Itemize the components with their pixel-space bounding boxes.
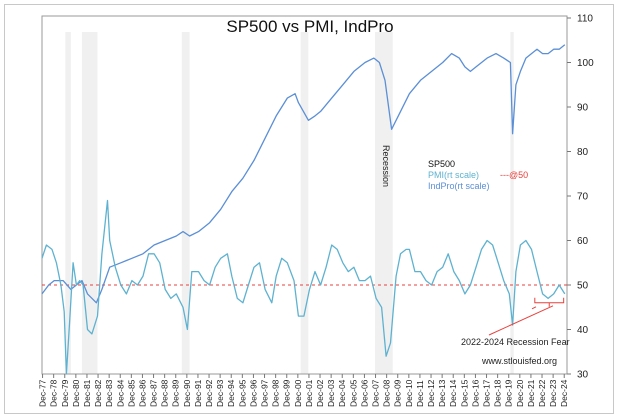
plot-area-border bbox=[41, 15, 568, 375]
series-line-pmi-rt-scale bbox=[41, 199, 566, 375]
recession-label: Recession bbox=[381, 145, 391, 187]
x-axis-tick-label: Dec-84 bbox=[115, 379, 125, 407]
recession-band bbox=[65, 32, 71, 374]
x-axis-tick-label: Dec-98 bbox=[271, 379, 281, 407]
x-axis-tick-label: Dec-96 bbox=[248, 379, 258, 407]
right-axis-tick-label: 100 bbox=[577, 58, 594, 69]
x-axis-tick-label: Dec-09 bbox=[393, 379, 403, 407]
x-axis-tick-label: Dec-19 bbox=[504, 379, 514, 407]
x-axis-tick-label: Dec-01 bbox=[304, 379, 314, 407]
chart-title: SP500 vs PMI, IndPro bbox=[226, 17, 393, 36]
recession-fear-bracket bbox=[534, 297, 565, 307]
x-axis-tick-label: Dec-93 bbox=[215, 379, 225, 407]
x-axis-tick-label: Dec-80 bbox=[71, 379, 81, 407]
x-axis-tick-label: Dec-13 bbox=[437, 379, 447, 407]
recession-fear-label: 2022-2024 Recession Fear bbox=[461, 337, 570, 347]
x-axis-tick-label: Dec-99 bbox=[282, 379, 292, 407]
recession-fear-arrow-head bbox=[531, 306, 537, 310]
right-axis-tick-label: 50 bbox=[577, 281, 589, 292]
x-axis-tick-label: Dec-12 bbox=[426, 379, 436, 407]
x-axis-tick-label: Dec-15 bbox=[459, 379, 469, 407]
x-axis-tick-label: Dec-95 bbox=[237, 379, 247, 407]
series-line-indpro-rt-scale bbox=[41, 44, 566, 304]
recession-band bbox=[374, 32, 393, 374]
x-axis-tick-label: Dec-77 bbox=[38, 379, 48, 407]
x-axis-tick-label: Dec-18 bbox=[493, 379, 503, 407]
right-axis-tick-label: 60 bbox=[577, 236, 589, 247]
x-axis-tick-label: Dec-90 bbox=[182, 379, 192, 407]
x-axis-tick-label: Dec-78 bbox=[49, 379, 59, 407]
annotations: Recession 2022-2024 Recession Fear www.stl… bbox=[381, 145, 570, 366]
x-axis-tick-label: Dec-82 bbox=[93, 379, 103, 407]
x-axis-tick-label: Dec-86 bbox=[137, 379, 147, 407]
legend-entry-suffix: ---@50 bbox=[500, 170, 528, 180]
right-axis-tick-label: 90 bbox=[577, 103, 589, 114]
x-axis-tick-label: Dec-06 bbox=[359, 379, 369, 407]
x-axis-tick-label: Dec-92 bbox=[204, 379, 214, 407]
x-axis-tick-label: Dec-14 bbox=[448, 379, 458, 407]
source-label: www.stlouisfed.org bbox=[481, 356, 557, 366]
x-axis-tick-label: Dec-04 bbox=[337, 379, 347, 407]
x-axis-tick-label: Dec-03 bbox=[326, 379, 336, 407]
x-axis-tick-label: Dec-16 bbox=[470, 379, 480, 407]
right-axis-tick-label: 40 bbox=[577, 325, 589, 336]
x-axis-tick-label: Dec-94 bbox=[226, 379, 236, 407]
recession-band bbox=[181, 32, 190, 374]
x-axis-tick-label: Dec-05 bbox=[348, 379, 358, 407]
axes: $90$1,090$2,090$3,090$4,090$5,090$6,0903… bbox=[38, 14, 595, 408]
right-axis-tick-label: 80 bbox=[577, 147, 589, 158]
legend-entry-label: PMI(rt scale) bbox=[428, 170, 479, 180]
x-axis-tick-label: Dec-91 bbox=[193, 379, 203, 407]
recession-band bbox=[510, 32, 514, 374]
recession-fear-arrow bbox=[488, 305, 554, 336]
x-axis-tick-label: Dec-24 bbox=[559, 379, 569, 407]
recession-bands bbox=[65, 32, 514, 374]
x-axis-tick-label: Dec-02 bbox=[315, 379, 325, 407]
recession-band bbox=[300, 32, 309, 374]
x-axis-tick-label: Dec-79 bbox=[60, 379, 70, 407]
right-axis-tick-label: 110 bbox=[577, 14, 593, 25]
x-axis-tick-label: Dec-85 bbox=[126, 379, 136, 407]
x-axis-tick-label: Dec-81 bbox=[82, 379, 92, 407]
x-axis-tick-label: Dec-08 bbox=[382, 379, 392, 407]
x-axis-tick-label: Dec-22 bbox=[537, 379, 547, 407]
legend-entry-label: IndPro(rt scale) bbox=[428, 181, 490, 191]
series-lines bbox=[41, 44, 566, 375]
x-axis-tick-label: Dec-20 bbox=[515, 379, 525, 407]
x-axis-tick-label: Dec-97 bbox=[260, 379, 270, 407]
x-axis-tick-label: Dec-11 bbox=[415, 380, 425, 407]
x-axis-tick-label: Dec-17 bbox=[482, 379, 492, 407]
x-axis-tick-label: Dec-89 bbox=[171, 379, 181, 407]
legend-entry-label: SP500 bbox=[428, 159, 455, 169]
x-axis-tick-label: Dec-00 bbox=[293, 379, 303, 407]
x-axis-tick-label: Dec-10 bbox=[404, 379, 414, 407]
right-axis-tick-label: 70 bbox=[577, 192, 589, 203]
x-axis-tick-label: Dec-87 bbox=[149, 379, 159, 407]
x-axis-tick-label: Dec-07 bbox=[371, 379, 381, 407]
x-axis-tick-label: Dec-21 bbox=[526, 379, 536, 407]
right-axis-tick-label: 30 bbox=[577, 370, 589, 381]
x-axis-tick-label: Dec-88 bbox=[160, 379, 170, 407]
x-axis-tick-label: Dec-83 bbox=[104, 379, 114, 407]
x-axis-tick-label: Dec-23 bbox=[548, 379, 558, 407]
